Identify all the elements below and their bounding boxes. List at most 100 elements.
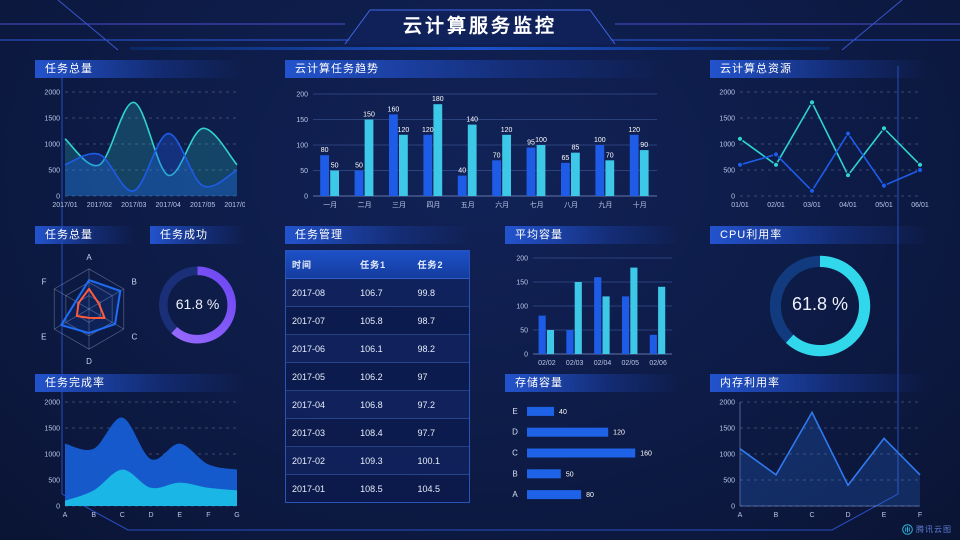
- svg-text:D: D: [845, 512, 850, 519]
- panel-title-completion-rate: 任务完成率: [35, 374, 245, 392]
- svg-text:0: 0: [304, 194, 308, 201]
- task-radar-chart: A B C D E F: [30, 246, 148, 368]
- panel-title-cpu-usage: CPU利用率: [710, 226, 930, 244]
- svg-text:150: 150: [516, 280, 528, 287]
- table-cell: 99.8: [411, 278, 469, 307]
- table-column-header: 时间: [286, 251, 355, 279]
- table-cell: 2017-01: [286, 474, 355, 502]
- storage-hbar-chart: E 40 D 120 C 160 B 50 A 80: [505, 392, 680, 514]
- svg-text:B: B: [91, 512, 96, 519]
- svg-text:1500: 1500: [719, 116, 735, 123]
- panel-title-task-success: 任务成功: [150, 226, 245, 244]
- svg-text:02/06: 02/06: [649, 360, 667, 367]
- table-column-header: 任务2: [411, 251, 469, 279]
- task-success-donut: 61.8 %: [150, 246, 245, 364]
- svg-text:2017/01: 2017/01: [52, 202, 77, 209]
- watermark-label: 腾讯云图: [916, 525, 952, 534]
- table-row: 2017-07 105.8 98.7: [286, 306, 469, 335]
- svg-text:0: 0: [731, 504, 735, 511]
- table-cell: 98.7: [411, 306, 469, 335]
- svg-text:F: F: [918, 512, 922, 519]
- resources-line-chart: 0 500 1000 1500 2000 01/01 02/01 03/01 04/01 05/0…: [710, 82, 930, 210]
- watermark-logo-icon: [902, 524, 913, 535]
- svg-text:二月: 二月: [358, 201, 372, 209]
- svg-text:一月: 一月: [323, 201, 337, 209]
- table-cell: 97: [411, 362, 469, 391]
- table-cell: 2017-04: [286, 390, 355, 419]
- svg-text:100: 100: [296, 143, 308, 150]
- svg-text:50: 50: [331, 163, 339, 170]
- svg-text:1500: 1500: [719, 426, 735, 433]
- svg-text:120: 120: [628, 127, 640, 134]
- svg-text:100: 100: [594, 137, 606, 144]
- svg-text:200: 200: [516, 256, 528, 263]
- panel-title-task-total: 任务总量: [35, 60, 245, 78]
- table-cell: 104.5: [411, 474, 469, 502]
- table-cell: 97.7: [411, 418, 469, 447]
- svg-text:E: E: [41, 333, 46, 342]
- table-cell: 97.2: [411, 390, 469, 419]
- svg-text:120: 120: [398, 127, 410, 134]
- svg-text:2000: 2000: [719, 90, 735, 97]
- svg-text:140: 140: [466, 117, 478, 124]
- svg-text:500: 500: [48, 478, 60, 485]
- svg-text:65: 65: [562, 155, 570, 162]
- svg-text:160: 160: [640, 451, 652, 458]
- svg-text:90: 90: [640, 142, 648, 149]
- table-cell: 106.1: [354, 334, 412, 363]
- svg-text:200: 200: [296, 92, 308, 99]
- svg-text:150: 150: [363, 112, 375, 119]
- svg-text:F: F: [42, 277, 47, 286]
- table-cell: 108.5: [354, 474, 412, 502]
- page-title: 云计算服务监控: [402, 16, 557, 37]
- svg-text:B: B: [512, 469, 517, 478]
- svg-text:0: 0: [56, 194, 60, 201]
- svg-text:70: 70: [493, 152, 501, 159]
- svg-text:500: 500: [723, 168, 735, 175]
- panel-title-total-resources: 云计算总资源: [710, 60, 930, 78]
- svg-text:A: A: [63, 512, 68, 519]
- svg-text:120: 120: [613, 430, 625, 437]
- svg-text:五月: 五月: [461, 201, 475, 209]
- svg-text:D: D: [148, 512, 153, 519]
- svg-text:C: C: [132, 333, 138, 342]
- svg-text:四月: 四月: [426, 201, 440, 209]
- svg-text:61.8 %: 61.8 %: [792, 294, 848, 314]
- table-cell: 108.4: [354, 418, 412, 447]
- svg-text:E: E: [512, 407, 517, 416]
- svg-text:A: A: [738, 512, 743, 519]
- svg-text:E: E: [177, 512, 182, 519]
- panel-title-task-management: 任务管理: [285, 226, 470, 244]
- svg-text:160: 160: [388, 106, 400, 113]
- svg-text:D: D: [86, 357, 92, 366]
- svg-text:C: C: [120, 512, 125, 519]
- svg-text:40: 40: [458, 168, 466, 175]
- svg-text:G: G: [234, 512, 239, 519]
- task-management-table: 时间 任务1 任务2 2017-08 106.7 99.8 2017-07 105.8 98.…: [285, 250, 470, 503]
- table-cell: 100.1: [411, 446, 469, 475]
- svg-text:150: 150: [296, 117, 308, 124]
- panel-title-storage: 存储容量: [505, 374, 680, 392]
- panel-title-memory-usage: 内存利用率: [710, 374, 930, 392]
- panel-title-avg-capacity: 平均容量: [505, 226, 680, 244]
- svg-text:2000: 2000: [44, 90, 60, 97]
- svg-text:0: 0: [56, 504, 60, 511]
- svg-text:2017/05: 2017/05: [190, 202, 215, 209]
- svg-text:2000: 2000: [719, 400, 735, 407]
- svg-text:02/02: 02/02: [538, 360, 556, 367]
- table-cell: 2017-05: [286, 362, 355, 391]
- svg-text:05/01: 05/01: [875, 202, 893, 209]
- table-row: 2017-05 106.2 97: [286, 362, 469, 391]
- table-header: 时间 任务1 任务2: [286, 251, 469, 279]
- svg-text:F: F: [206, 512, 210, 519]
- table-row: 2017-02 109.3 100.1: [286, 446, 469, 475]
- table-cell: 2017-02: [286, 446, 355, 475]
- svg-text:2017/04: 2017/04: [156, 202, 181, 209]
- task-trend-bar-chart: 0 50 100 150 200 一月 二月 三月 四月 五月 六月 七月 八月 九月 十月 80 50 160 1…: [285, 82, 665, 210]
- table-row: 2017-06 106.1 98.2: [286, 334, 469, 363]
- svg-text:1500: 1500: [44, 426, 60, 433]
- table-cell: 106.2: [354, 362, 412, 391]
- svg-text:50: 50: [566, 471, 574, 478]
- svg-text:70: 70: [606, 152, 614, 159]
- task-total-area-chart: 0 500 1000 1500 2000 2017/01 2017/02 2017/03 201…: [35, 82, 249, 210]
